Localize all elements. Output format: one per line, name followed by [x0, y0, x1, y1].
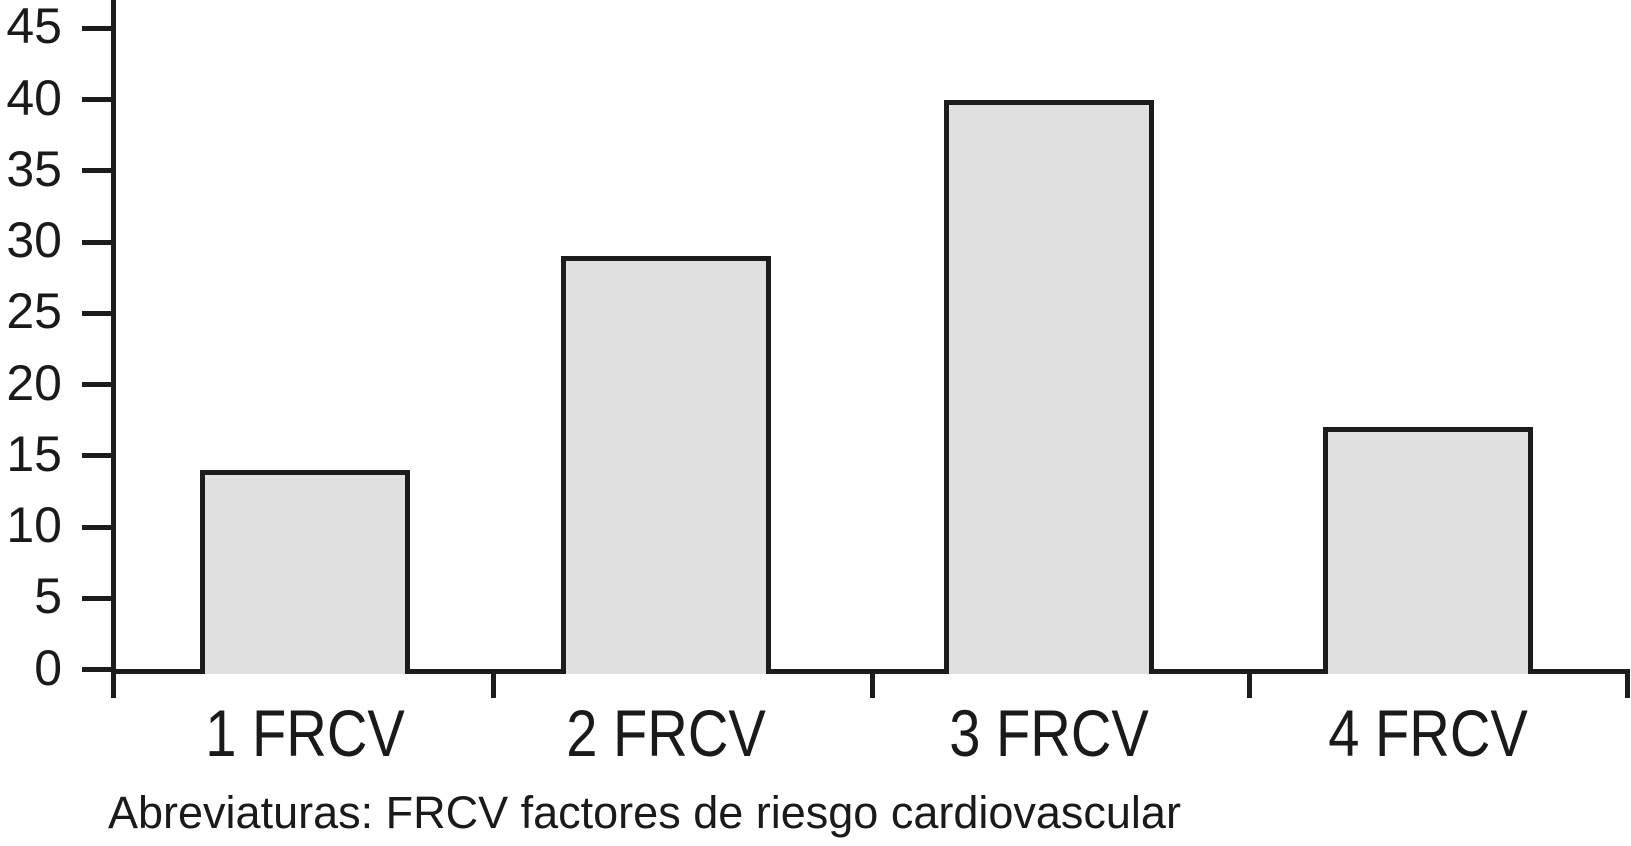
bar: [1323, 427, 1533, 674]
x-axis-tick: [1624, 671, 1630, 698]
y-axis-tick: [82, 239, 116, 245]
y-axis-tick-label: 5: [34, 568, 62, 625]
y-axis-tick: [82, 595, 116, 601]
x-axis-tick: [490, 671, 496, 698]
y-axis-tick-label: 40: [6, 69, 62, 126]
figure-caption: Abreviaturas: FRCV factores de riesgo ca…: [108, 787, 1181, 838]
y-axis-tick: [82, 25, 116, 31]
y-axis-tick: [82, 524, 116, 530]
y-axis-tick: [82, 168, 116, 174]
x-axis-category-label: 3 FRCV: [949, 696, 1149, 770]
y-axis-line: [111, 0, 116, 698]
y-axis-tick-label: 15: [6, 425, 62, 482]
y-axis-tick-label: 20: [6, 354, 62, 411]
bar: [200, 470, 410, 674]
y-axis-tick-label: 30: [6, 212, 62, 268]
y-axis-tick-label: 25: [6, 283, 62, 340]
y-axis-tick-label: 10: [6, 497, 62, 553]
x-axis-tick: [869, 671, 875, 698]
y-axis-tick: [82, 453, 116, 459]
x-axis-category-label: 4 FRCV: [1328, 696, 1528, 770]
y-axis-tick: [82, 310, 116, 316]
x-axis-category-label: 2 FRCV: [566, 696, 766, 770]
y-axis-tick: [82, 667, 116, 672]
y-axis-tick-label: 0: [34, 639, 62, 696]
y-axis-tick: [82, 382, 116, 387]
x-axis-tick: [1246, 671, 1252, 698]
y-axis-tick-label: 35: [6, 140, 62, 197]
bar: [561, 256, 771, 674]
x-axis-category-label: 1 FRCV: [205, 696, 405, 770]
y-axis-tick-label: 45: [6, 0, 62, 55]
y-axis-tick: [82, 97, 116, 102]
bar: [944, 99, 1154, 674]
